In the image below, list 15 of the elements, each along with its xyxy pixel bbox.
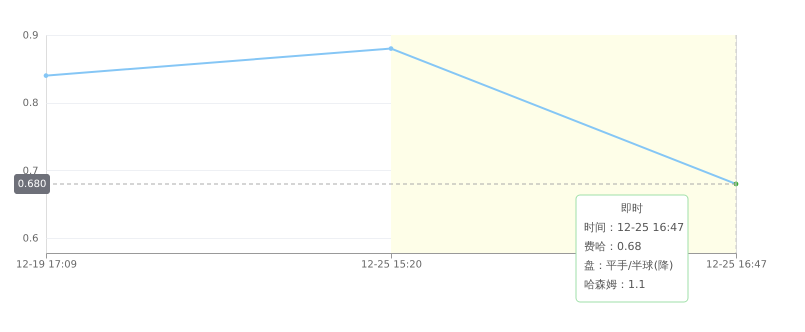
y-tick-label: 0.8 [22,98,38,110]
point [388,46,394,51]
y-tick-label: 0.6 [22,234,38,245]
x-tick-label: 12-25 15:20 [360,260,422,270]
x-tick-label: 12-25 16:47 [706,260,768,270]
annotation: 费哈：0.68 [584,240,642,253]
annotation: 即时 [621,202,643,215]
text: 盘：平手/半球(降) [584,259,674,272]
annotation: 时间：12-25 16:47 [584,221,684,234]
text: 哈森姆：1.1 [584,278,646,291]
y-tick-label: 0.9 [22,30,38,42]
x-tick-label: 12-19 17:09 [16,260,78,270]
point [44,73,48,78]
ref-line-label: 0.680 [18,178,46,190]
y-tick-label: 0.7 [22,166,38,177]
